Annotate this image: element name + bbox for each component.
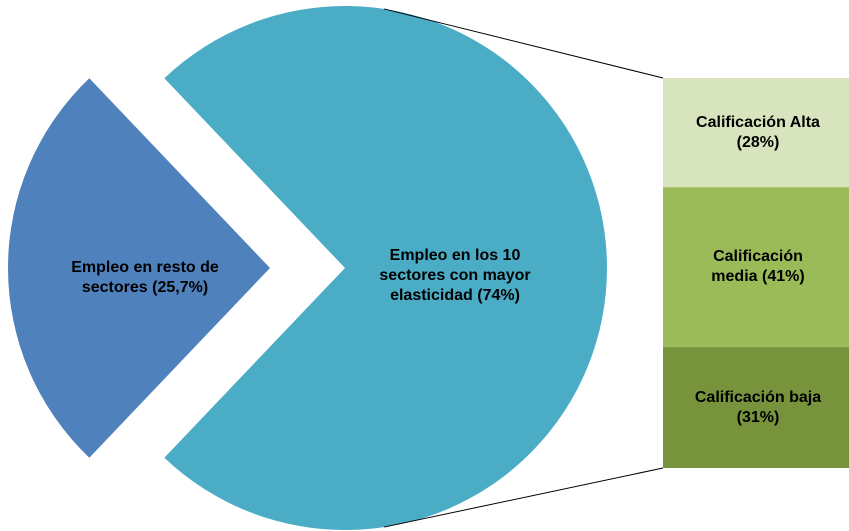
value-label: (41%) <box>762 268 805 286</box>
category-label: Calificación Alta <box>696 113 820 131</box>
bar-segment <box>663 78 849 188</box>
pie-slice <box>164 5 607 530</box>
category-label: Calificación media <box>711 248 803 286</box>
connector-line <box>384 467 664 528</box>
bar-segment <box>663 187 849 348</box>
data-label: Empleo en los 10 sectores con mayor elas… <box>358 246 553 306</box>
value-label: (31%) <box>736 408 780 426</box>
value-label: (25,7%) <box>152 279 209 296</box>
category-label: Empleo en los 10 sectores con mayor elas… <box>379 247 531 304</box>
category-label: Calificación baja <box>694 388 822 406</box>
connector-line <box>384 8 664 79</box>
value-label: (74%) <box>477 287 520 304</box>
data-label: Calificación baja (31%) <box>688 388 828 428</box>
bar-segment <box>663 347 849 468</box>
category-label: Empleo en resto de sectores <box>71 259 219 296</box>
data-label: Empleo en resto de sectores (25,7%) <box>45 258 245 298</box>
data-label: Calificación media (41%) <box>688 247 828 287</box>
pie-slice <box>7 78 271 458</box>
value-label: (28%) <box>736 133 780 151</box>
data-label: Calificación Alta (28%) <box>688 113 828 153</box>
